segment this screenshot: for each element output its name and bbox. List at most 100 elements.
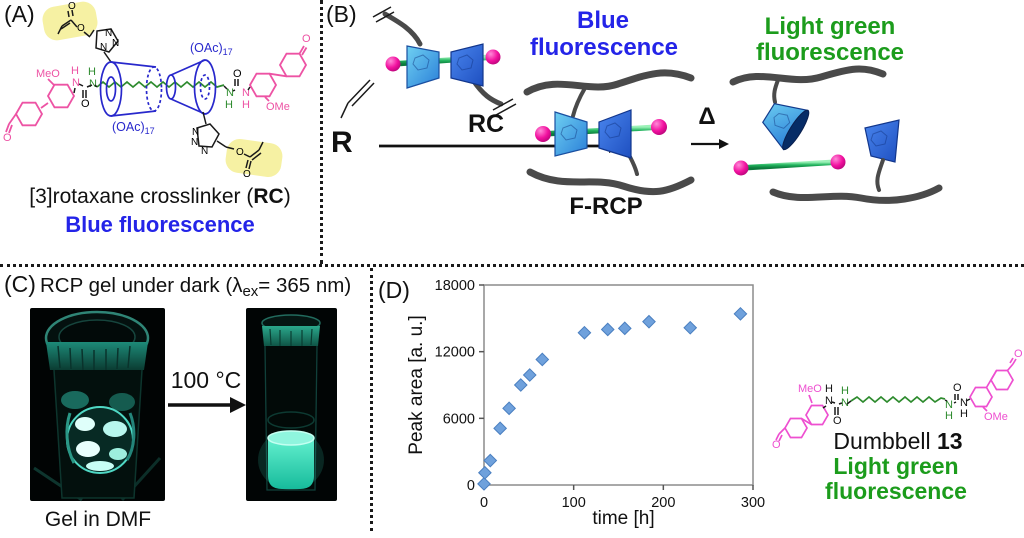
data-point: [502, 401, 517, 416]
data-point: [483, 453, 498, 468]
cyclodextrin-right: [165, 59, 217, 115]
y-tick-label: 12000: [435, 345, 475, 361]
dumbbell-alkyl-chain: [850, 395, 946, 404]
x-axis-label: time [h]: [592, 508, 654, 529]
n-atom: N: [112, 38, 119, 49]
data-point: [617, 321, 632, 336]
data-point: [522, 368, 537, 382]
data-point: [477, 465, 492, 480]
rc-cartoon: [372, 6, 517, 116]
data-point: [733, 306, 748, 321]
h-atom: H: [945, 410, 953, 422]
n-atom: N: [89, 78, 97, 90]
panel-a-art: (A) O O N N N: [3, 1, 311, 237]
divider-horizontal: [0, 264, 1024, 267]
ome-label: OMe: [984, 411, 1008, 423]
o-atom: O: [953, 382, 962, 394]
green-fluorescence-line2: fluorescence: [756, 39, 904, 66]
n-atom: N: [192, 127, 199, 138]
o-atom: O: [3, 132, 12, 144]
divider-vertical-cd: [370, 268, 373, 531]
y-axis-label: Peak area [a. u.]: [406, 315, 427, 454]
x-tick-label: 100: [562, 495, 586, 511]
stopper-ball: [733, 160, 749, 176]
stopper-ball: [385, 56, 401, 72]
arrow-rc-label: RC: [468, 110, 504, 138]
data-point: [493, 421, 508, 436]
panel-c: (C) RCP gel under dark (λex= 365 nm): [0, 268, 370, 538]
panel-c-art: (C) RCP gel under dark (λex= 365 nm): [4, 271, 351, 531]
ester-o: O: [77, 23, 85, 34]
dumbbell-fluorescence-line2: fluorescence: [825, 478, 967, 504]
free-dumbbell-rod: [738, 159, 841, 171]
o-atom: O: [81, 98, 90, 110]
triazole-bottom: N N N: [191, 111, 227, 157]
panel-b: (B) R RC Blue fluores: [323, 0, 1024, 264]
h-atom: H: [88, 66, 96, 78]
methacrylate-group-top: O O: [57, 1, 91, 38]
o-atom: O: [833, 415, 842, 427]
stopper-right: OMe O: [248, 33, 311, 113]
gel-photo-after: [246, 308, 337, 501]
h-atom: H: [225, 99, 233, 111]
monomer-r-label: R: [331, 126, 353, 159]
axle-chain: [96, 80, 225, 89]
n-atom: N: [226, 87, 234, 99]
o-atom: O: [772, 439, 781, 451]
panel-d: (D) 0 100 200 300 0 6000 12000 18000 time [h] Pea…: [373, 268, 1024, 538]
cyclodextrin-left: [99, 61, 163, 117]
panel-a-caption: [3]rotaxane crosslinker (RC): [29, 185, 290, 208]
plot-frame: [483, 284, 754, 486]
blue-fluorescence-line2: fluorescence: [530, 34, 678, 61]
x-tick-label: 0: [480, 495, 488, 511]
y-tick-label: 6000: [443, 411, 475, 427]
n-atom: N: [72, 77, 80, 89]
carbonyl-o: O: [68, 1, 76, 12]
frcp-label: F-RCP: [569, 193, 642, 220]
gel-caption: Gel in DMF: [45, 508, 151, 531]
urea-left: H N H N O: [71, 65, 98, 110]
panel-a-label: (A): [4, 1, 35, 27]
dumbbell-caption: Dumbbell 13: [833, 428, 962, 454]
oac-label-bottom: (OAc)17: [112, 120, 155, 136]
blue-fluorescence-line1: Blue: [577, 7, 629, 34]
panel-c-title: RCP gel under dark (λex= 365 nm): [40, 274, 351, 300]
n-atom: N: [945, 399, 953, 411]
stopper-left: MeO O: [3, 68, 76, 144]
methacrylate-group-bottom: O O: [225, 141, 264, 180]
oac-label-top: (OAc)17: [190, 41, 233, 57]
n-atom: N: [201, 146, 208, 157]
data-point: [513, 378, 528, 392]
triazole-top: N N N: [89, 28, 119, 63]
h-atom: H: [71, 65, 79, 77]
green-fluorescence-line1: Light green: [765, 13, 896, 40]
temperature-label: 100 °C: [171, 367, 242, 393]
data-point: [683, 320, 698, 335]
data-point: [477, 476, 491, 491]
delta-label: Δ: [698, 103, 715, 130]
carbonyl-o: O: [243, 169, 251, 180]
n-atom: N: [100, 42, 107, 53]
n-atom: N: [105, 28, 112, 39]
n-atom: N: [191, 137, 198, 148]
h-atom: H: [242, 99, 250, 111]
x-tick-label: 200: [651, 495, 675, 511]
data-point: [577, 325, 592, 340]
panel-a: (A) O O N N N: [0, 0, 320, 264]
gel-photo-before: [30, 308, 165, 502]
data-point: [535, 352, 550, 367]
n-atom: N: [841, 397, 849, 409]
y-tick-label: 0: [467, 478, 475, 494]
y-tick-label: 18000: [435, 278, 475, 294]
urea-right: N H O N H: [223, 68, 251, 111]
n-atom: N: [960, 397, 968, 409]
dumbbell-structure: MeO O H N H N O O N H N H: [772, 348, 1023, 451]
ester-o: O: [236, 147, 244, 158]
meo-label: MeO: [36, 68, 60, 80]
frcp-cartoon: F-RCP: [523, 69, 695, 220]
panel-a-fluorescence-label: Blue fluorescence: [65, 212, 255, 237]
stopper-ball: [485, 49, 501, 65]
stopper-ball: [535, 126, 551, 142]
x-tick-label: 300: [741, 495, 765, 511]
